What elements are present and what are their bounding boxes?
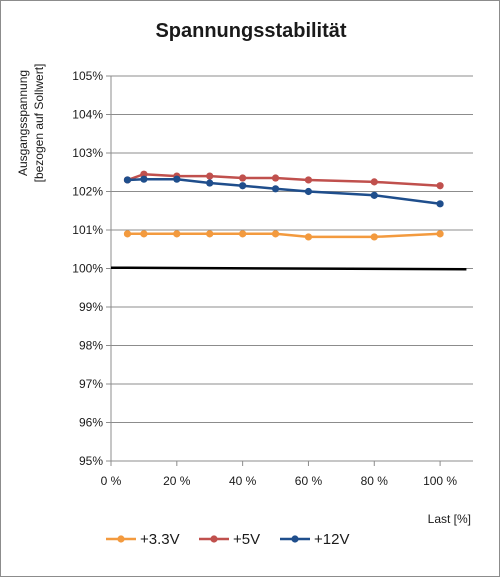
reference-line-100 bbox=[110, 266, 467, 271]
data-point bbox=[140, 170, 148, 178]
y-tick-labels: 95% 96% 97% 98% 99% 100% 101% 102% 103% 104% 105% bbox=[72, 69, 103, 468]
data-point bbox=[271, 185, 280, 193]
x-tick-label: 0 % bbox=[101, 474, 122, 488]
reference-line bbox=[110, 266, 467, 271]
legend-swatch-marker bbox=[210, 535, 218, 543]
y-axis-title: Ausgangsspannung [bezogen auf Sollwert] bbox=[16, 64, 46, 183]
data-point bbox=[304, 187, 313, 196]
y-tick-label: 99% bbox=[79, 300, 103, 314]
y-tick-label: 96% bbox=[79, 416, 103, 430]
y-tick-label: 105% bbox=[72, 69, 103, 83]
x-axis-title: Last [%] bbox=[428, 512, 471, 526]
legend: +3.3V +5V +12V bbox=[106, 531, 349, 548]
data-point bbox=[436, 182, 444, 190]
data-point bbox=[370, 191, 378, 199]
y-axis-title-line-2: [bezogen auf Sollwert] bbox=[32, 64, 46, 183]
data-point bbox=[271, 230, 280, 238]
data-point bbox=[271, 174, 280, 182]
data-point bbox=[304, 233, 313, 241]
y-tick-label: 104% bbox=[72, 108, 103, 122]
series-1 bbox=[123, 230, 444, 241]
x-tick-label: 40 % bbox=[229, 474, 257, 488]
series-3 bbox=[123, 175, 444, 208]
data-point bbox=[206, 230, 214, 238]
data-point bbox=[140, 175, 148, 183]
legend-label: +5V bbox=[233, 531, 260, 548]
legend-item: +12V bbox=[280, 531, 349, 548]
data-point bbox=[436, 200, 444, 208]
y-tick-label: 98% bbox=[79, 339, 103, 353]
legend-label: +12V bbox=[314, 531, 349, 548]
legend-swatch-marker bbox=[117, 535, 125, 543]
data-point bbox=[239, 174, 247, 182]
x-tick-labels: 0 % 20 % 40 % 60 % 80 % 100 % bbox=[101, 474, 458, 488]
x-tick-label: 80 % bbox=[361, 474, 389, 488]
data-point bbox=[239, 182, 247, 190]
y-axis-title-line-1: Ausgangsspannung bbox=[16, 70, 30, 176]
data-point bbox=[123, 176, 132, 184]
data-point bbox=[206, 172, 214, 180]
x-tick-label: 20 % bbox=[163, 474, 191, 488]
data-point bbox=[304, 176, 313, 184]
data-point bbox=[370, 233, 378, 241]
y-tick-label: 103% bbox=[72, 146, 103, 160]
y-tick-label: 101% bbox=[72, 223, 103, 237]
axes bbox=[110, 76, 473, 466]
y-tick-label: 100% bbox=[72, 262, 103, 276]
data-point bbox=[239, 230, 247, 238]
legend-item: +3.3V bbox=[106, 531, 180, 548]
chart-title: Spannungsstabilität bbox=[155, 20, 346, 42]
y-tick-label: 102% bbox=[72, 185, 103, 199]
y-tick-label: 97% bbox=[79, 377, 103, 391]
data-point bbox=[370, 178, 378, 186]
data-point bbox=[173, 230, 181, 238]
y-tick-label: 95% bbox=[79, 454, 103, 468]
data-point bbox=[436, 230, 444, 238]
data-point bbox=[140, 230, 148, 238]
data-point bbox=[123, 230, 132, 238]
data-point bbox=[173, 175, 181, 183]
legend-label: +3.3V bbox=[140, 531, 180, 548]
x-tick-label: 100 % bbox=[423, 474, 457, 488]
data-point bbox=[206, 179, 214, 187]
x-tick-label: 60 % bbox=[295, 474, 323, 488]
legend-item: +5V bbox=[199, 531, 260, 548]
legend-swatch-marker bbox=[291, 535, 299, 543]
series-layer bbox=[123, 170, 444, 241]
